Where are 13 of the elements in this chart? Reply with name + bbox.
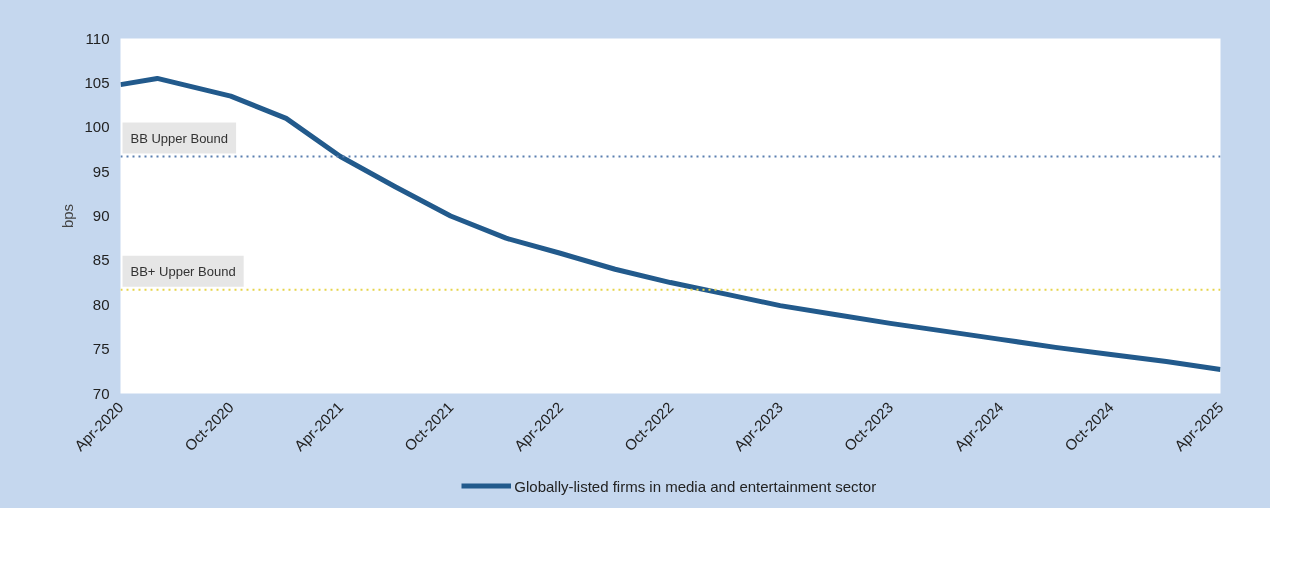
y-tick-label: 75 (92, 340, 110, 358)
y-tick-label: 105 (84, 73, 110, 91)
ref-line-label: BB+ Upper Bound (130, 263, 236, 279)
y-tick-label: 100 (84, 118, 110, 136)
legend-label: Globally-listed firms in media and entertainment sector (514, 477, 877, 495)
y-tick-label: 85 (92, 251, 110, 269)
y-tick-label: 110 (85, 29, 110, 47)
y-tick-label: 95 (92, 162, 110, 180)
y-tick-label: 90 (92, 207, 110, 224)
y-tick-label: 80 (92, 295, 110, 313)
ref-line-label: BB Upper Bound (130, 130, 229, 146)
y-tick-label: 70 (92, 384, 110, 402)
y-axis-title: bps (59, 203, 77, 229)
